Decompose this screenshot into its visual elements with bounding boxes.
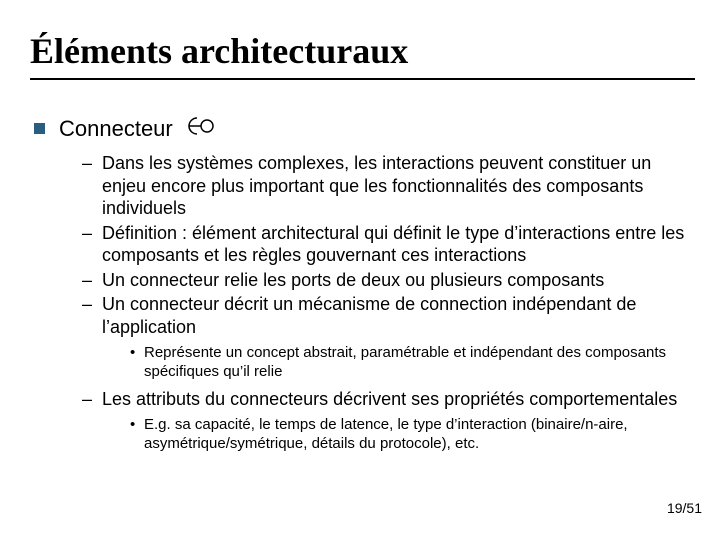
list-item: Les attributs du connecteurs décrivent s… xyxy=(82,388,695,454)
list-item: E.g. sa capacité, le temps de latence, l… xyxy=(130,416,695,454)
list-item: Définition : élément architectural qui d… xyxy=(82,222,695,267)
page-number: 19/51 xyxy=(667,500,702,516)
list-item: Représente un concept abstrait, paramétr… xyxy=(130,344,695,382)
list-item: Dans les systèmes complexes, les interac… xyxy=(82,152,695,220)
list-item: Un connecteur décrit un mécanisme de con… xyxy=(82,293,695,382)
connector-lollipop-icon xyxy=(187,115,217,142)
level2-list: Dans les systèmes complexes, les interac… xyxy=(82,152,695,454)
bullet-level1: Connecteur xyxy=(34,115,695,142)
list-item-text: Les attributs du connecteurs décrivent s… xyxy=(102,389,677,409)
level3-list: E.g. sa capacité, le temps de latence, l… xyxy=(130,416,695,454)
slide-title: Éléments architecturaux xyxy=(30,30,695,74)
level1-label: Connecteur xyxy=(59,116,173,142)
level3-list: Représente un concept abstrait, paramétr… xyxy=(130,344,695,382)
title-rule xyxy=(30,78,695,80)
slide: Éléments architecturaux Connecteur Dans … xyxy=(0,0,720,540)
square-bullet-icon xyxy=(34,123,45,134)
list-item: Un connecteur relie les ports de deux ou… xyxy=(82,269,695,292)
list-item-text: Un connecteur décrit un mécanisme de con… xyxy=(102,294,636,337)
